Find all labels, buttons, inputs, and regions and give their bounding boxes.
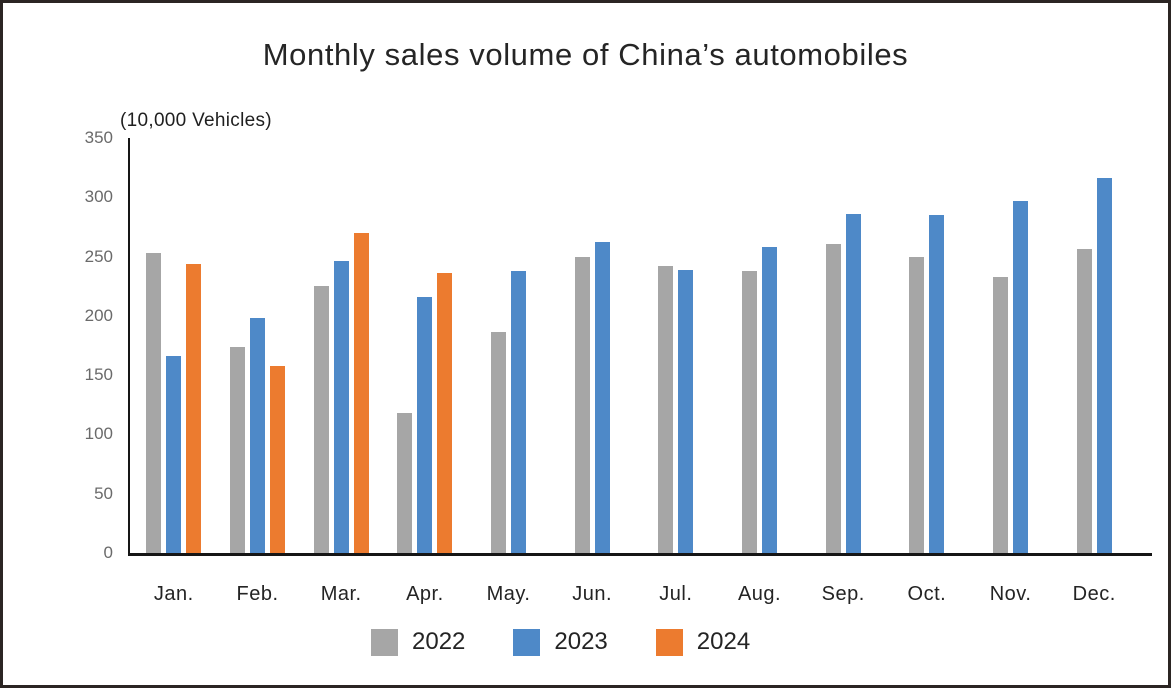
bar-2022-jul <box>658 266 674 553</box>
x-axis-label: Dec. <box>1072 583 1116 605</box>
bar-group-aug: Aug. <box>718 138 802 605</box>
bar-group-nov: Nov. <box>969 138 1053 605</box>
legend: 2022 2023 2024 <box>371 628 750 656</box>
legend-swatch-2024 <box>655 628 683 656</box>
legend-label-2023: 2023 <box>554 628 608 655</box>
bar-2023-nov <box>1013 201 1029 553</box>
bar-2022-feb <box>230 347 245 553</box>
x-axis-label: Apr. <box>406 583 444 605</box>
y-axis-tick-label: 250 <box>84 247 113 266</box>
x-axis-label: Aug. <box>737 583 782 605</box>
bar-2023-dec <box>1096 178 1112 553</box>
bar-group-dec: Dec. <box>1052 138 1136 605</box>
bar-2022-oct <box>909 257 925 553</box>
y-axis-tick-label: 300 <box>84 187 113 206</box>
x-axis-label: Jun. <box>572 583 613 605</box>
x-axis-label: Jan. <box>153 583 194 605</box>
x-axis-label: May. <box>486 583 531 605</box>
bar-group-apr: Apr. <box>383 138 467 605</box>
x-axis-label: Sep. <box>821 583 865 605</box>
bar-2022-jun <box>574 257 590 553</box>
y-axis-tick-label: 50 <box>94 484 113 503</box>
bar-group-sep: Sep. <box>801 138 885 605</box>
bar-2022-mar <box>313 286 329 553</box>
bar-2023-aug <box>762 247 778 553</box>
x-axis-label: Jul. <box>659 583 693 605</box>
bar-group-jul: Jul. <box>634 138 718 605</box>
bar-2023-sep <box>845 214 861 553</box>
bar-groups: Jan. Feb. Mar. Apr. May. Jun. Jul. Aug. Sep. Oct.… <box>130 138 1152 605</box>
bar-2022-jan <box>146 253 162 553</box>
bar-2023-may <box>511 271 527 553</box>
bar-2024-mar <box>353 233 369 553</box>
legend-swatch-2023 <box>513 628 541 656</box>
chart-title: Monthly sales volume of China’s automobi… <box>262 37 909 72</box>
bar-2023-oct <box>929 215 945 553</box>
bar-2023-jul <box>678 270 694 553</box>
y-axis-tick-label: 350 <box>84 128 113 147</box>
plot-area: Jan. Feb. Mar. Apr. May. Jun. Jul. Aug. Sep. Oct.… <box>128 138 1152 605</box>
y-axis-tick-label: 0 <box>103 543 113 562</box>
bar-group-mar: Mar. <box>299 138 383 605</box>
y-axis-tick-labels: 0 50 100 150 200 250 300 350 <box>33 3 113 685</box>
y-axis-tick-label: 200 <box>84 306 113 325</box>
bar-2023-mar <box>333 261 349 553</box>
bar-group-feb: Feb. <box>216 138 300 605</box>
bar-2022-nov <box>993 277 1009 553</box>
y-axis-tick-label: 150 <box>84 365 113 384</box>
bar-2024-apr <box>437 273 453 553</box>
x-axis-label: Oct. <box>907 583 947 605</box>
bar-2023-jun <box>594 242 610 553</box>
bar-2023-jan <box>166 356 182 553</box>
legend-item-2023: 2023 <box>513 628 608 656</box>
bar-2022-aug <box>742 271 758 553</box>
legend-item-2022: 2022 <box>371 628 465 656</box>
bar-2022-sep <box>825 244 841 553</box>
legend-swatch-2022 <box>371 628 398 656</box>
y-axis-tick-label: 100 <box>84 424 113 443</box>
legend-label-2022: 2022 <box>412 628 466 655</box>
legend-item-2024: 2024 <box>655 628 751 656</box>
bar-2023-feb <box>250 318 265 553</box>
legend-label-2024: 2024 <box>696 628 751 655</box>
x-axis-label: Nov. <box>989 583 1032 605</box>
x-axis-label: Mar. <box>320 583 362 605</box>
bar-2024-feb <box>270 366 285 553</box>
bar-2022-may <box>491 332 507 553</box>
bar-2022-apr <box>397 413 413 553</box>
y-axis-unit-label: (10,000 Vehicles) <box>120 110 272 131</box>
x-axis-label: Feb. <box>236 583 279 605</box>
bar-group-oct: Oct. <box>885 138 969 605</box>
bar-2024-jan <box>186 264 202 553</box>
bar-2023-apr <box>417 297 433 553</box>
bar-group-jun: Jun. <box>550 138 634 605</box>
bar-2022-dec <box>1076 249 1092 553</box>
bar-group-may: May. <box>467 138 551 605</box>
bar-group-jan: Jan. <box>132 138 216 605</box>
